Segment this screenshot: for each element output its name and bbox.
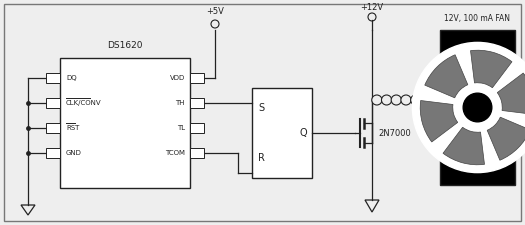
Ellipse shape — [382, 95, 392, 105]
Circle shape — [413, 42, 525, 173]
Text: S: S — [258, 103, 264, 113]
Wedge shape — [420, 101, 458, 142]
Text: TL: TL — [177, 125, 185, 131]
Bar — [46, 73, 60, 83]
Text: 12V, 100 mA FAN: 12V, 100 mA FAN — [445, 14, 510, 22]
Text: R: R — [258, 153, 265, 163]
Bar — [440, 30, 515, 185]
Wedge shape — [443, 127, 485, 165]
Wedge shape — [470, 50, 512, 88]
Bar — [46, 123, 60, 133]
Wedge shape — [487, 117, 525, 160]
Ellipse shape — [430, 95, 440, 105]
Bar — [190, 98, 204, 108]
Wedge shape — [497, 73, 525, 115]
Text: DS1620: DS1620 — [107, 40, 143, 50]
Ellipse shape — [411, 95, 421, 105]
Text: +5V: +5V — [206, 7, 224, 16]
Text: RST: RST — [66, 125, 79, 131]
Ellipse shape — [421, 95, 430, 105]
Text: +12V: +12V — [361, 4, 384, 13]
Text: Q: Q — [299, 128, 307, 138]
Bar — [190, 148, 204, 158]
Wedge shape — [425, 55, 468, 98]
Bar — [60, 58, 190, 188]
Ellipse shape — [401, 95, 411, 105]
Ellipse shape — [391, 95, 402, 105]
Circle shape — [463, 93, 492, 122]
Text: TCOM: TCOM — [165, 150, 185, 156]
Text: DQ: DQ — [66, 75, 77, 81]
Text: CLK/CONV: CLK/CONV — [66, 100, 102, 106]
Text: TH: TH — [175, 100, 185, 106]
Text: GND: GND — [66, 150, 82, 156]
Bar — [190, 73, 204, 83]
Bar — [46, 98, 60, 108]
Bar — [252, 88, 312, 178]
Ellipse shape — [372, 95, 382, 105]
Text: 2N7000: 2N7000 — [378, 128, 411, 137]
Bar — [190, 123, 204, 133]
Bar — [46, 148, 60, 158]
Text: VDD: VDD — [170, 75, 185, 81]
